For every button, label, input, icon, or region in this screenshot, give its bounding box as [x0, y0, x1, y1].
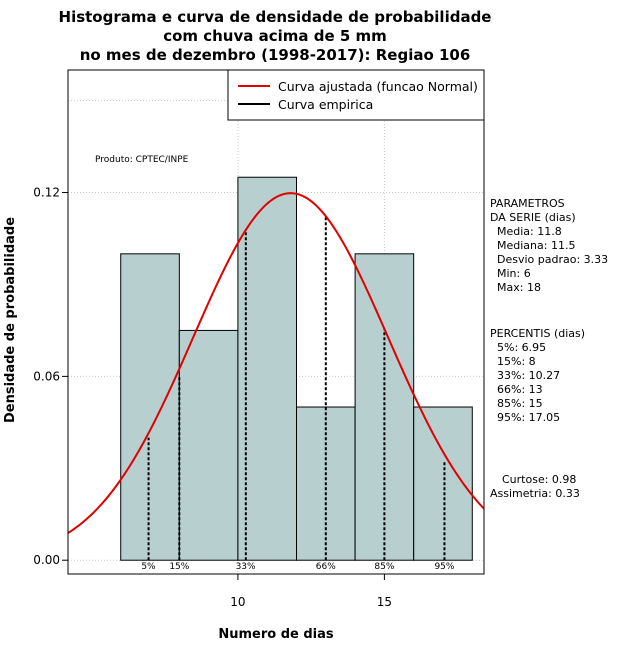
percentil-33: 33%: 10.27	[497, 369, 560, 382]
param-desvio: Desvio padrao: 3.33	[497, 253, 608, 266]
percentis-title: PERCENTIS (dias)	[490, 327, 585, 340]
y-tick-label-0: 0.00	[33, 553, 60, 567]
percentile-label-2: 33%	[236, 562, 256, 572]
param-max: Max: 18	[497, 281, 541, 294]
percentil-95: 95%: 17.05	[497, 411, 560, 424]
percentile-label-3: 66%	[316, 562, 336, 572]
params-title-2: DA SERIE (dias)	[490, 211, 576, 224]
x-axis-title: Numero de dias	[218, 627, 334, 642]
y-tick-label-1: 0.06	[33, 369, 60, 383]
y-axis-title: Densidade de probabilidade	[3, 217, 18, 423]
x-tick-label-0: 10	[230, 595, 245, 609]
histogram-bar-1	[178, 329, 239, 561]
legend-box	[227, 69, 485, 121]
chart-title-line-1: Histograma e curva de densidade de proba…	[59, 8, 492, 26]
legend-fit-label: Curva ajustada (funcao Normal)	[278, 79, 478, 94]
percentil-5: 5%: 6.95	[497, 341, 546, 354]
percentile-label-4: 85%	[374, 562, 394, 572]
producer-annotation: Produto: CPTEC/INPE	[95, 155, 189, 165]
param-mediana: Mediana: 11.5	[497, 239, 575, 252]
histogram-bar-0	[120, 253, 180, 561]
legend-empirical-label: Curva empirica	[278, 97, 373, 112]
percentil-85: 85%: 15	[497, 397, 543, 410]
percentile-lines-layer	[147, 217, 446, 561]
param-media: Media: 11.8	[497, 225, 562, 238]
bars-layer	[120, 176, 473, 561]
percentil-66: 66%: 13	[497, 383, 543, 396]
percentil-15: 15%: 8	[497, 355, 536, 368]
y-tick-label-2: 0.12	[33, 186, 60, 200]
chart-title-line-2: com chuva acima de 5 mm	[163, 27, 387, 45]
percentile-labels-layer: 5% 15% 33% 66% 85% 95%	[141, 562, 455, 572]
percentile-label-1: 15%	[169, 562, 189, 572]
stats-panel: PARAMETROS DA SERIE (dias) Media: 11.8 M…	[490, 197, 608, 500]
x-tick-label-1: 15	[377, 595, 392, 609]
legend: Curva ajustada (funcao Normal) Curva emp…	[227, 69, 485, 121]
param-min: Min: 6	[497, 267, 531, 280]
axes-layer: 10 15 0.00 0.06 0.12	[33, 186, 392, 609]
normal-fit-curve	[67, 192, 485, 534]
percentile-label-0: 5%	[141, 562, 156, 572]
curtose-value: Curtose: 0.98	[502, 473, 576, 486]
params-title-1: PARAMETROS	[490, 197, 565, 210]
percentile-label-5: 95%	[434, 562, 454, 572]
histogram-bar-2	[237, 176, 298, 561]
curve-layer	[67, 192, 485, 534]
chart-title-line-3: no mes de dezembro (1998-2017): Regiao 1…	[80, 46, 471, 64]
assimetria-value: Assimetria: 0.33	[490, 487, 580, 500]
